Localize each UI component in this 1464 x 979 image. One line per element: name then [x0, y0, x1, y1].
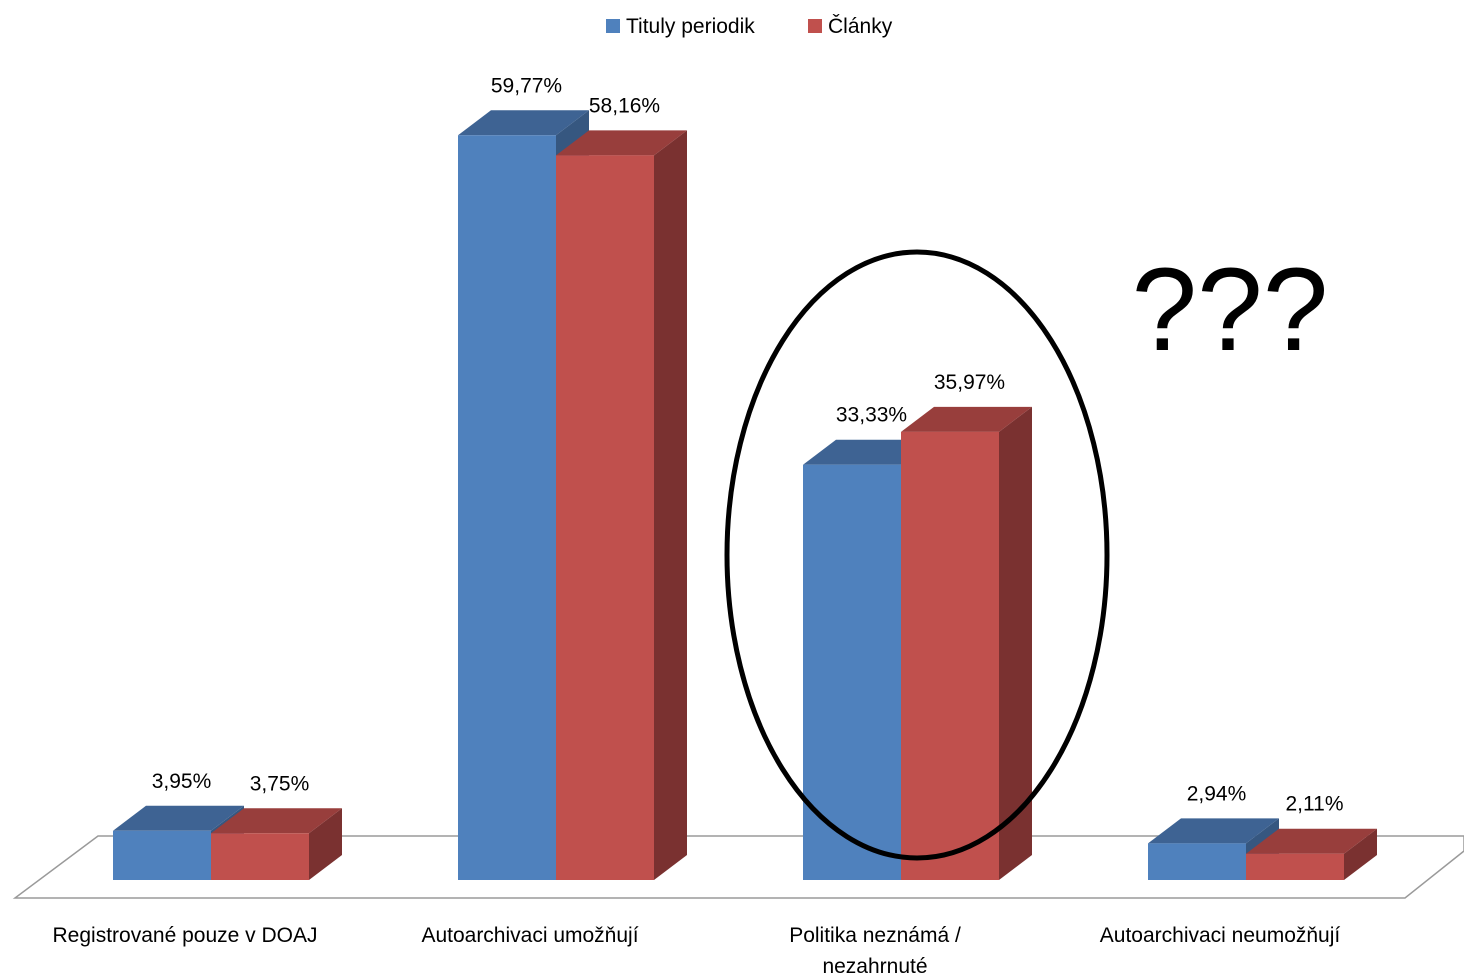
bar-front — [458, 135, 556, 880]
category-label: Autoarchivaci neumožňují — [1100, 924, 1341, 947]
highlight-ellipse — [724, 249, 1110, 861]
annotation-layer: ??? — [724, 244, 1329, 861]
bar-top — [556, 130, 687, 156]
bar-side — [654, 130, 687, 880]
bar-group — [113, 110, 1377, 880]
category-label: Registrované pouze v DOAJ — [53, 924, 318, 947]
bar-front — [211, 833, 309, 880]
legend-swatch — [606, 19, 620, 33]
bar-top — [211, 808, 342, 834]
data-label: 33,33% — [836, 404, 907, 427]
category-label: Autoarchivaci umožňují — [421, 924, 638, 947]
legend-label: Tituly periodik — [626, 15, 755, 38]
data-label: 59,77% — [491, 74, 562, 97]
data-label: 3,75% — [250, 772, 310, 795]
bar-top — [901, 406, 1032, 432]
data-labels: 3,95% 3,75% 59,77% 58,16% 33,33% 35,97% 2,94% 2… — [152, 74, 1344, 815]
bar-side — [309, 808, 342, 880]
data-label: 2,94% — [1187, 782, 1247, 805]
category-axis: Registrované pouze v DOAJ Autoarchivaci u… — [53, 924, 1341, 978]
bar-front — [901, 431, 999, 880]
legend: Tituly periodik Články — [606, 15, 893, 38]
data-label: 2,11% — [1286, 793, 1344, 816]
bar-front — [1148, 843, 1246, 880]
category-label: Politika neznámá / — [789, 924, 961, 947]
bar-clanky-2 — [901, 406, 1032, 880]
bar-front — [1246, 853, 1344, 880]
bar-top — [1246, 828, 1377, 854]
data-label: 3,95% — [152, 770, 212, 793]
bar-front — [556, 155, 654, 880]
question-marks-annotation: ??? — [1132, 244, 1329, 376]
bar-top — [113, 805, 244, 831]
legend-label: Články — [828, 15, 893, 38]
bar-top — [458, 110, 589, 136]
category-label: nezahrnuté — [822, 955, 927, 978]
bar-clanky-1 — [556, 130, 687, 880]
data-label: 35,97% — [934, 371, 1005, 394]
data-label: 58,16% — [589, 94, 660, 117]
bar-front — [113, 830, 211, 880]
bar-side — [999, 406, 1032, 880]
bar-clanky-0 — [211, 808, 342, 880]
bar-clanky-3 — [1246, 828, 1377, 880]
bar-top — [1148, 818, 1279, 844]
legend-swatch — [808, 19, 822, 33]
bar-side — [1344, 828, 1377, 880]
bar-front — [803, 464, 901, 880]
